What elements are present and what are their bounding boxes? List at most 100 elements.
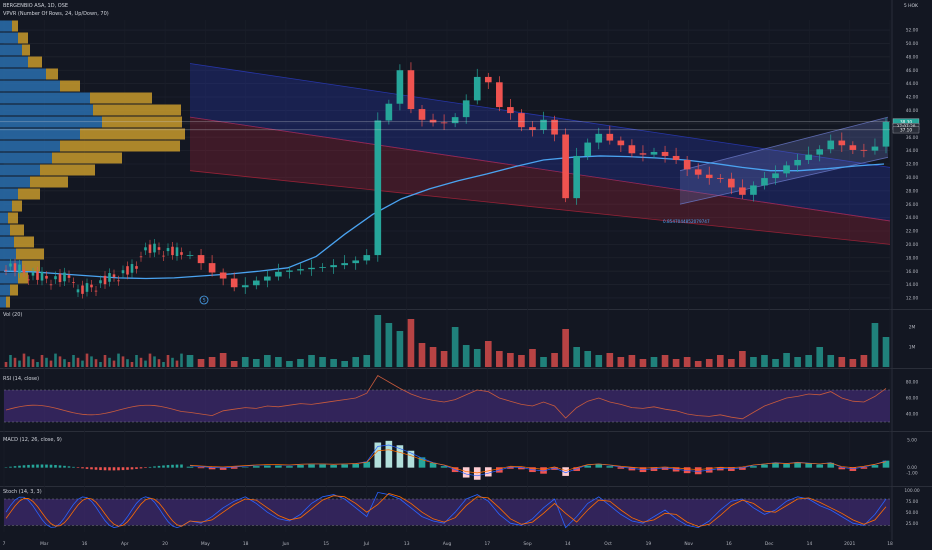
candle-body <box>849 145 857 150</box>
candle-body <box>117 280 120 282</box>
volume-bar <box>694 361 702 367</box>
volume-bar <box>166 355 170 367</box>
price-tick-label: 40.00 <box>906 108 919 114</box>
stoch-d-line <box>5 493 887 527</box>
volume-bar <box>103 355 107 367</box>
volume-panel-label[interactable]: Vol (20) <box>3 312 23 318</box>
macd-histogram-bar <box>440 466 448 468</box>
candle-body <box>103 275 107 285</box>
macd-histogram-bar <box>783 463 790 468</box>
volume-profile-down-row <box>18 32 28 44</box>
macd-histogram-bar <box>761 464 768 468</box>
candle-body <box>108 273 111 282</box>
candle-body <box>13 263 17 272</box>
volume-bar <box>40 355 44 367</box>
volume-profile-up-row <box>0 140 60 152</box>
candle-body <box>144 247 147 251</box>
macd-histogram-bar <box>407 450 415 468</box>
macd-histogram-bar <box>871 465 879 468</box>
time-tick-label: 13 <box>404 541 410 547</box>
time-tick-label: 16 <box>726 541 732 547</box>
volume-profile-down-row <box>14 236 34 248</box>
macd-histogram-bar <box>252 466 260 468</box>
candle-body <box>529 127 536 130</box>
candle-body <box>805 154 812 160</box>
volume-profile-up-row <box>0 152 52 164</box>
macd-histogram-bar <box>219 467 227 470</box>
candle-body <box>153 243 156 253</box>
volume-bar <box>529 349 536 367</box>
candle-body <box>157 247 161 250</box>
candle-body <box>264 276 271 281</box>
volume-profile-up-row <box>0 200 12 212</box>
candle-body <box>639 153 647 155</box>
candle-body <box>286 270 293 272</box>
price-tick-label: 42.00 <box>906 95 919 101</box>
volume-profile-up-row <box>0 80 60 92</box>
price-tick-label: 20.00 <box>906 242 919 248</box>
volume-bar <box>473 349 481 367</box>
event-marker-circle <box>199 295 209 305</box>
candle-body <box>584 142 592 156</box>
volume-bar <box>639 359 647 367</box>
time-tick-label: Apr <box>121 541 129 547</box>
macd-histogram-bar <box>297 465 304 468</box>
macd-histogram-bar <box>85 467 89 469</box>
volume-bar <box>838 357 846 367</box>
volume-bar <box>27 356 30 367</box>
volume-profile-down-row <box>18 272 28 284</box>
candle-body <box>385 103 393 121</box>
volume-tick-label: 1M <box>909 345 916 351</box>
volume-bar <box>22 353 26 367</box>
volume-bar <box>628 355 636 367</box>
volume-bar <box>49 360 53 367</box>
macd-histogram-bar <box>341 464 348 468</box>
time-tick-label: 18 <box>243 541 249 547</box>
candle-body <box>54 276 57 280</box>
macd-histogram-bar <box>628 467 636 471</box>
volume-bar <box>153 356 156 367</box>
time-tick-label: Jul <box>363 541 369 547</box>
candle-body <box>396 70 404 104</box>
candle-body <box>58 273 62 283</box>
macd-histogram-bar <box>418 457 426 468</box>
price-tick-label: 36.00 <box>906 135 919 141</box>
macd-histogram-bar <box>135 467 138 469</box>
volume-profile-down-row <box>93 104 181 116</box>
candle-body <box>90 284 93 288</box>
time-tick-label: Dec <box>765 541 774 547</box>
volume-bar <box>418 343 426 367</box>
macd-tick-label: -1.00 <box>906 470 918 476</box>
macd-histogram-bar <box>838 467 846 470</box>
candle-body <box>871 146 879 151</box>
rsi-panel-label[interactable]: RSI (14, close) <box>3 376 40 382</box>
candle-body <box>573 155 580 199</box>
volume-bar <box>157 359 161 367</box>
channel-blue-upper-edge <box>189 63 891 168</box>
candle-body <box>297 269 304 271</box>
volume-bar <box>518 355 525 367</box>
macd-histogram-bar <box>352 463 360 468</box>
candle-body <box>45 275 48 279</box>
volume-bar <box>661 355 669 367</box>
volume-bar <box>31 359 35 367</box>
stoch-k-line <box>5 491 887 529</box>
macd-histogram-bar <box>716 467 724 471</box>
volume-bar <box>871 323 879 367</box>
volume-profile-up-row <box>0 104 93 116</box>
stoch-panel-label[interactable]: Stoch (14, 3, 3) <box>3 489 42 495</box>
candle-body <box>716 178 724 179</box>
macd-histogram-bar <box>816 464 824 468</box>
volume-bar <box>683 357 691 367</box>
volume-bar <box>126 359 129 367</box>
candle-body <box>72 282 75 284</box>
candle-body <box>208 263 216 273</box>
current-price-label: 37.10 <box>900 127 912 132</box>
candle-body <box>363 255 371 261</box>
candle-body <box>484 76 492 83</box>
vpvr-indicator-label[interactable]: VPVR (Number Of Rows, 24, Up/Down, 70) <box>3 11 109 17</box>
time-tick-label: 17 <box>484 541 490 547</box>
macd-panel-label[interactable]: MACD (12, 26, close, 9) <box>3 437 62 443</box>
candle-body <box>330 265 337 268</box>
